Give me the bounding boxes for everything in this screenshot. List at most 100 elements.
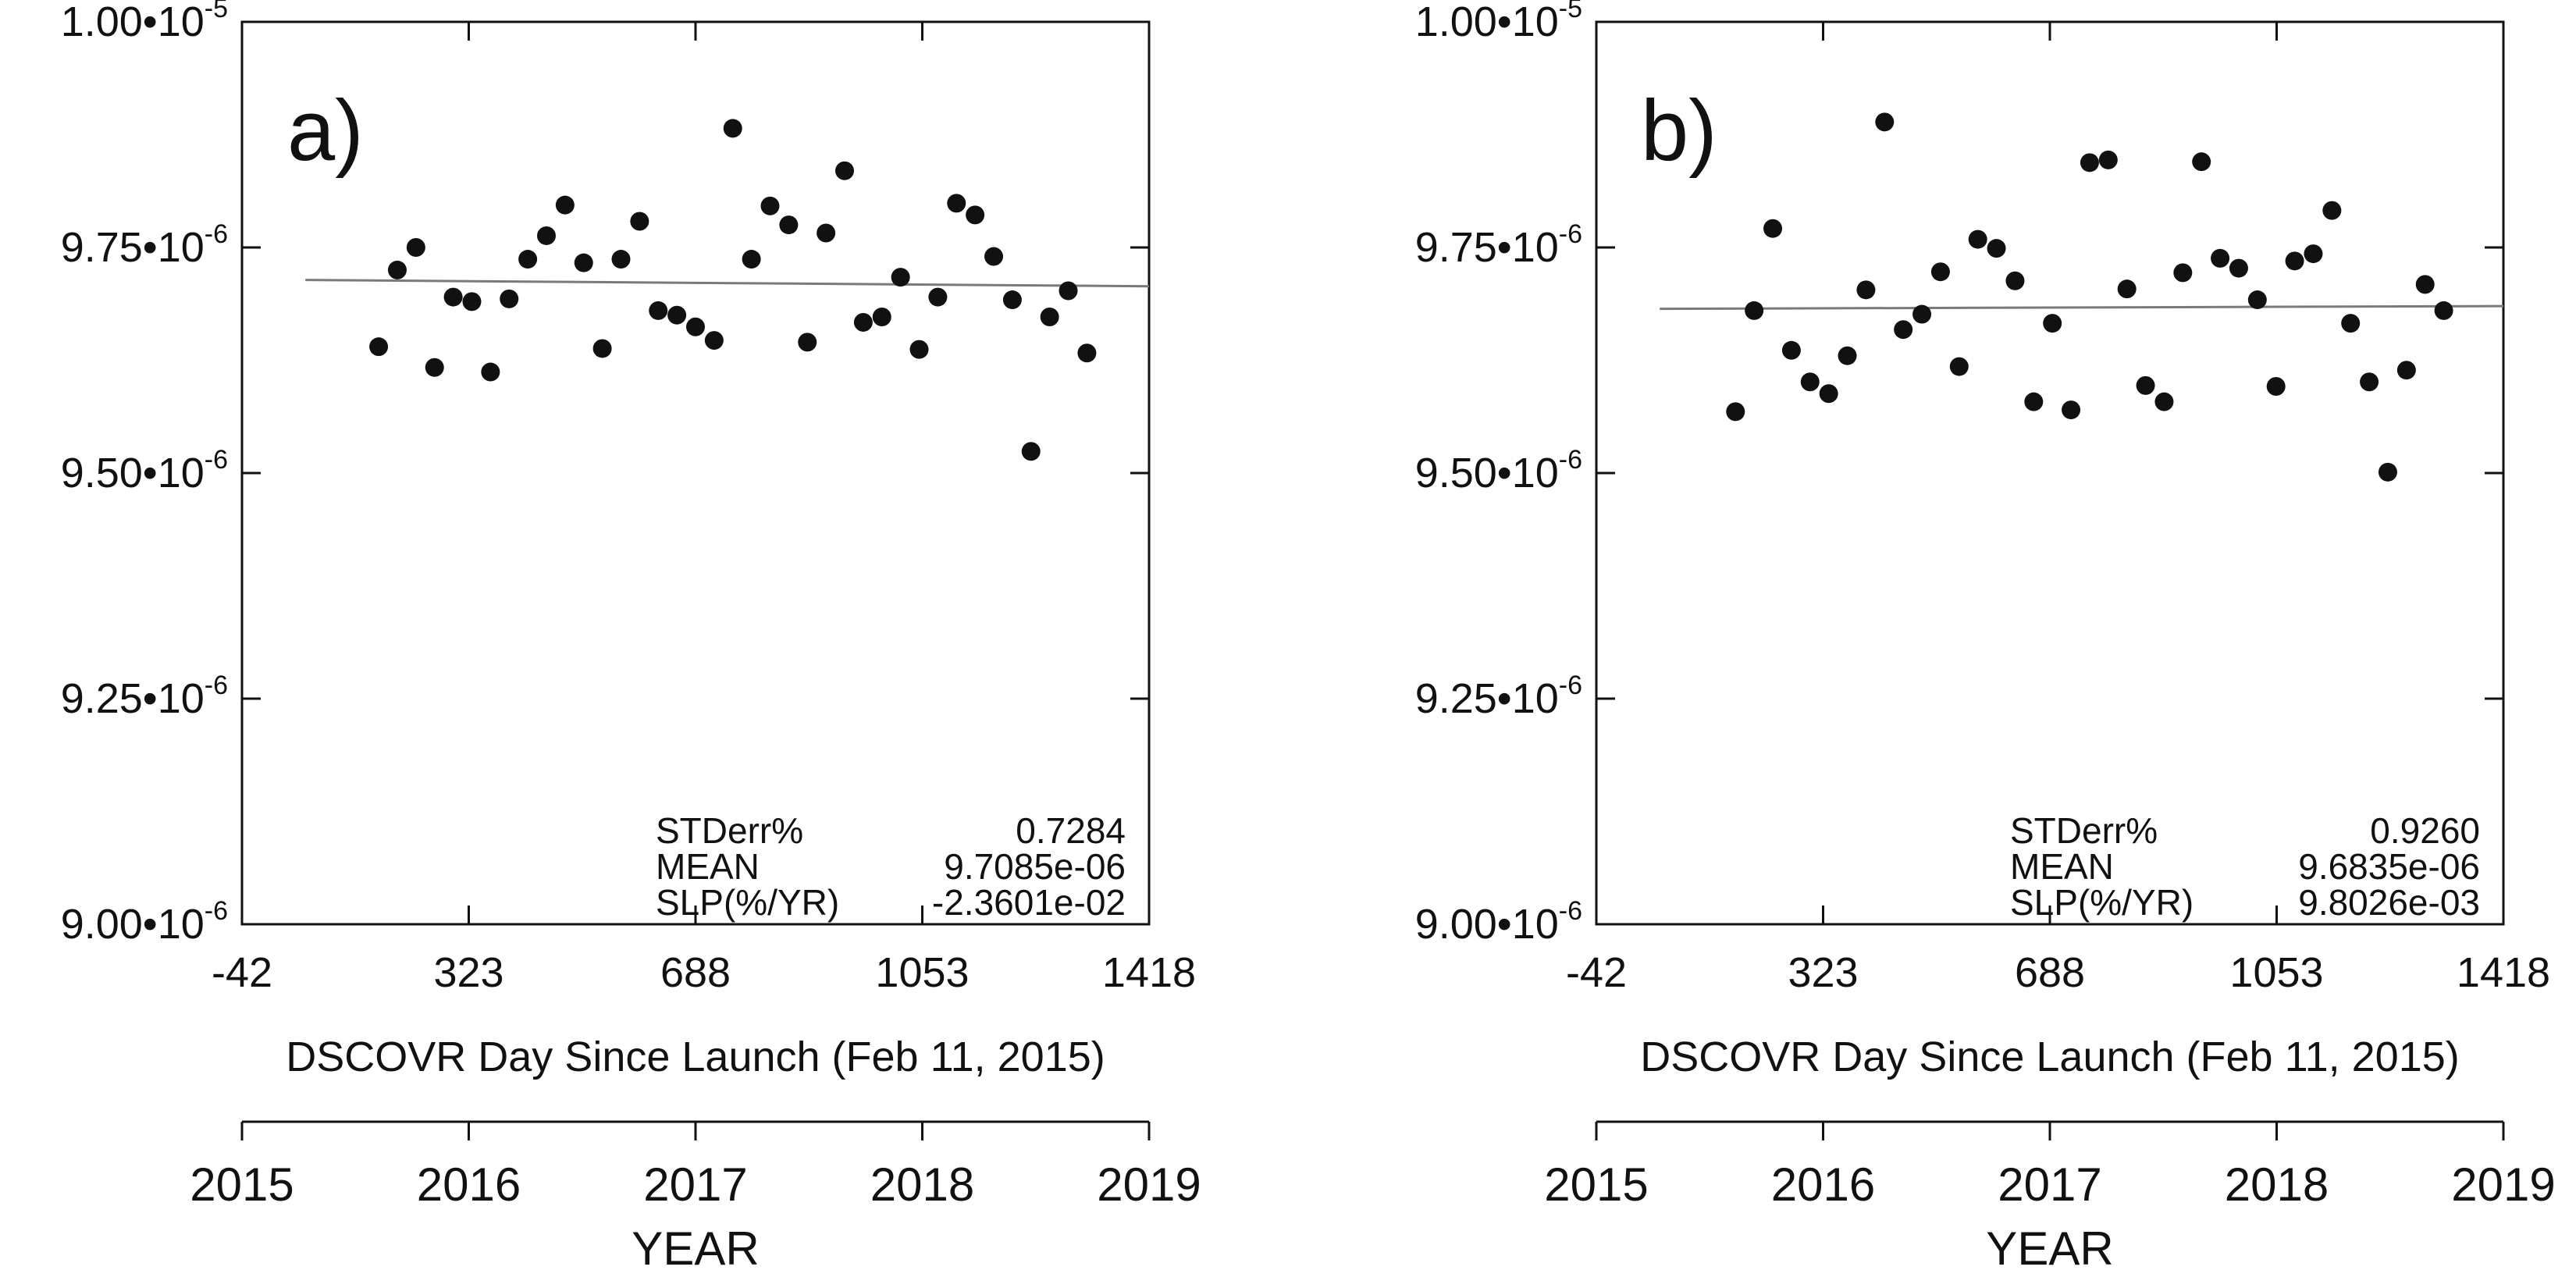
data-point — [649, 301, 668, 320]
data-point — [592, 339, 612, 358]
data-point — [1949, 357, 1969, 376]
data-point — [2304, 244, 2323, 264]
data-point — [574, 253, 593, 272]
data-point — [2285, 251, 2304, 271]
data-point — [611, 250, 631, 269]
y-tick-label: 9.00•10-6 — [61, 896, 228, 948]
data-point — [1987, 239, 2006, 258]
data-point — [1894, 320, 1913, 340]
data-point — [1077, 343, 1097, 363]
y-tick-label: 9.50•10-6 — [1415, 445, 1582, 496]
data-point — [947, 194, 966, 213]
year-tick-label: 2017 — [643, 1158, 747, 1211]
data-point — [760, 196, 780, 215]
data-point — [1059, 281, 1078, 301]
data-point — [2360, 372, 2379, 392]
year-tick-label: 2015 — [190, 1158, 294, 1211]
panel-label: b) — [1641, 83, 1717, 179]
data-point — [2247, 290, 2267, 310]
data-point — [2098, 150, 2118, 169]
data-point — [443, 287, 463, 307]
data-point — [1912, 304, 1932, 324]
data-point — [2341, 314, 2361, 333]
stat-value: 0.9260 — [2370, 810, 2480, 851]
y-tick-label: 9.00•10-6 — [1415, 896, 1582, 948]
data-point — [2136, 375, 2155, 395]
data-point — [2229, 258, 2248, 278]
data-point — [369, 337, 389, 357]
data-point — [1002, 290, 1022, 310]
data-point — [1800, 372, 1820, 392]
data-point — [872, 308, 891, 327]
data-point — [835, 161, 855, 180]
data-point — [387, 260, 407, 279]
x-tick-label: 1418 — [1102, 949, 1196, 996]
trend-line — [305, 279, 1150, 288]
data-point — [406, 238, 425, 257]
data-point — [1726, 402, 1745, 422]
x-tick-label: 1053 — [875, 949, 969, 996]
year-tick-label: 2018 — [870, 1158, 974, 1211]
x-tick-label: -42 — [212, 949, 272, 996]
stat-name: SLP(%/YR) — [2010, 882, 2194, 923]
stat-value: 9.8026e-03 — [2298, 882, 2480, 923]
data-point — [2173, 263, 2193, 283]
stat-name: MEAN — [2010, 846, 2114, 887]
data-point — [1819, 384, 1838, 404]
stat-name: MEAN — [656, 846, 760, 887]
x-tick-label: 688 — [660, 949, 731, 996]
data-point — [2024, 392, 2044, 411]
chart-panel-a: 9.00•10-6 9.25•10-6 9.50•10-6 9.75•10-6 1.00… — [61, 0, 1201, 1275]
data-point — [853, 312, 873, 332]
x-tick-label: 323 — [433, 949, 503, 996]
data-point — [1745, 301, 1764, 320]
data-point — [536, 226, 556, 245]
stat-name: SLP(%/YR) — [656, 882, 839, 923]
x-tick-label: 1053 — [2229, 949, 2323, 996]
year-tick-label: 2015 — [1544, 1158, 1648, 1211]
year-tick-label: 2019 — [2451, 1158, 2555, 1211]
data-point — [779, 215, 799, 235]
stat-name: STDerr% — [656, 810, 803, 851]
y-tick-label: 9.25•10-6 — [61, 671, 228, 722]
data-point — [2062, 400, 2081, 420]
panel-label: a) — [287, 83, 364, 179]
data-point — [686, 317, 705, 336]
data-point — [630, 212, 649, 231]
data-point — [2266, 377, 2286, 397]
data-point — [2080, 153, 2099, 173]
y-tick-label: 9.50•10-6 — [61, 445, 228, 496]
data-point — [2415, 275, 2435, 294]
data-point — [1763, 219, 1783, 238]
data-point — [462, 292, 482, 311]
data-point — [1875, 112, 1895, 132]
x-tick-label: 688 — [2015, 949, 2085, 996]
data-point — [1040, 308, 1059, 327]
data-point — [2192, 152, 2211, 172]
data-point — [2005, 271, 2025, 290]
y-tick-label: 9.25•10-6 — [1415, 671, 1582, 722]
data-point — [425, 358, 444, 377]
plot-frame — [240, 20, 1151, 926]
data-point — [2117, 279, 2137, 299]
data-point — [984, 247, 1004, 266]
data-point — [966, 205, 985, 225]
data-point — [1930, 262, 1950, 282]
y-tick-label: 1.00•10-5 — [1415, 0, 1582, 45]
year-axis-label: YEAR — [1986, 1222, 2113, 1275]
data-point — [1856, 280, 1876, 300]
data-point — [928, 287, 948, 307]
x-tick-label: -42 — [1566, 949, 1627, 996]
data-point — [909, 340, 929, 359]
data-point — [723, 119, 742, 138]
x-tick-label: 1418 — [2457, 949, 2550, 996]
year-tick-label: 2019 — [1097, 1158, 1201, 1211]
data-point — [704, 331, 724, 350]
stat-value: 9.7085e-06 — [944, 846, 1126, 887]
data-point — [481, 362, 500, 382]
data-point — [1781, 340, 1801, 360]
data-point — [2396, 361, 2416, 380]
stat-value: 0.7284 — [1016, 810, 1126, 851]
stat-value: 9.6835e-06 — [2298, 846, 2480, 887]
